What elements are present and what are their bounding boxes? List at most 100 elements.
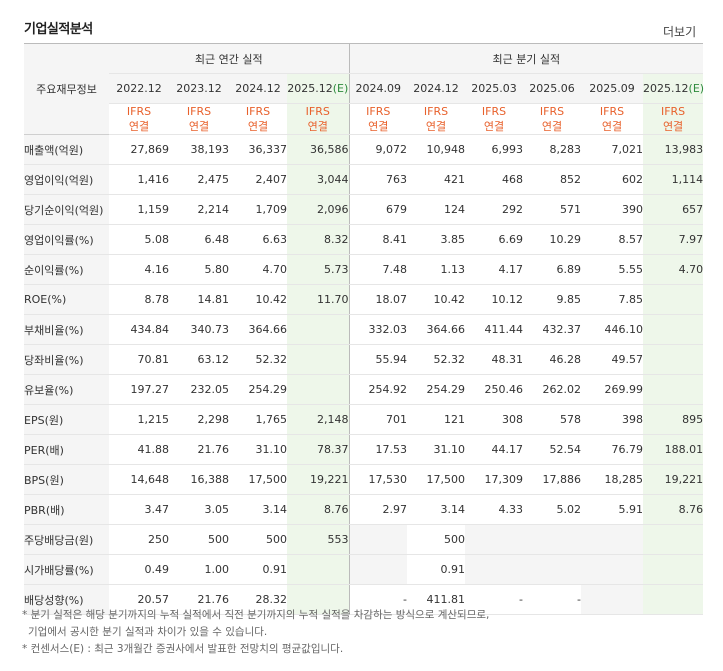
- table-cell: [287, 374, 350, 405]
- ifrs-header: IFRS 연결: [109, 103, 169, 135]
- table-cell: 7.85: [581, 284, 644, 315]
- table-cell: 2,214: [169, 194, 229, 225]
- more-link[interactable]: 더보기: [663, 25, 697, 39]
- table-cell: 1,709: [229, 194, 287, 225]
- table-cell: 76.79: [581, 434, 644, 465]
- table-cell: [287, 554, 350, 585]
- table-cell: 17,500: [229, 464, 287, 495]
- table-cell: 17,500: [407, 464, 466, 495]
- table-cell: 8.41: [348, 224, 408, 255]
- row-label: PER(배): [24, 434, 109, 465]
- table-cell: 18.07: [348, 284, 408, 315]
- footnote-2: 기업에서 공시한 분기 실적과 차이가 있을 수 있습니다.: [28, 626, 268, 638]
- table-cell: 18,285: [581, 464, 644, 495]
- table-cell: 9,072: [348, 134, 408, 165]
- table-cell: 852: [523, 164, 582, 195]
- table-cell: 124: [407, 194, 466, 225]
- table-cell: 364.66: [407, 314, 466, 345]
- table-cell: 6.69: [465, 224, 524, 255]
- table-cell: 332.03: [348, 314, 408, 345]
- table-cell: 269.99: [581, 374, 644, 405]
- period-label: 2025.03: [471, 82, 517, 95]
- table-cell: 10.12: [465, 284, 524, 315]
- estimate-tag: (E): [688, 82, 705, 95]
- ifrs-label: IFRS: [660, 105, 686, 118]
- table-cell: 262.02: [523, 374, 582, 405]
- table-cell: 17,530: [348, 464, 408, 495]
- table-cell: 8.78: [109, 284, 169, 315]
- table-cell: 250: [109, 524, 169, 555]
- table-cell: 46.28: [523, 344, 582, 375]
- period-label: 2025.12: [287, 82, 333, 95]
- table-cell: 602: [581, 164, 644, 195]
- table-row: 주당배당금(원) 250 500 500 553 500: [24, 524, 704, 555]
- table-cell: 14.81: [169, 284, 229, 315]
- table-row: PBR(배) 3.47 3.05 3.14 8.76 2.97 3.14 4.33 5.02 5.…: [24, 494, 704, 525]
- table-cell: 340.73: [169, 314, 229, 345]
- table-cell: -: [348, 584, 408, 615]
- table-cell: 17,886: [523, 464, 582, 495]
- table-cell: [465, 554, 524, 585]
- table-row: 당좌비율(%) 70.81 63.12 52.32 55.94 52.32 48.31 46.…: [24, 344, 704, 375]
- table-cell: 2,475: [169, 164, 229, 195]
- period-header: 2025.03: [465, 73, 524, 104]
- period-header: 2024.12: [407, 73, 466, 104]
- table-cell: 55.94: [348, 344, 408, 375]
- table-cell: 0.91: [407, 554, 466, 585]
- consolidated-label: 연결: [188, 120, 210, 133]
- consolidated-label: 연결: [368, 120, 389, 133]
- table-cell: 7,021: [581, 134, 644, 165]
- row-label: EPS(원): [24, 404, 109, 435]
- table-cell: 10,948: [407, 134, 466, 165]
- period-header: 2025.12(E): [287, 73, 350, 104]
- table-cell: 2.97: [348, 494, 408, 525]
- table-cell: 27,869: [109, 134, 169, 165]
- table-cell: 1,215: [109, 404, 169, 435]
- table-cell: -: [465, 584, 524, 615]
- table-cell: [643, 284, 704, 315]
- table-cell: 4.70: [229, 254, 287, 285]
- table-cell: 432.37: [523, 314, 582, 345]
- row-label: BPS(원): [24, 464, 109, 495]
- table-cell: 1,416: [109, 164, 169, 195]
- ifrs-header: IFRS 연결: [581, 103, 644, 135]
- table-cell: 500: [169, 524, 229, 555]
- table-cell: 1.13: [407, 254, 466, 285]
- table-cell: 6.63: [229, 224, 287, 255]
- table-cell: [643, 584, 704, 615]
- table-cell: 21.76: [169, 434, 229, 465]
- table-cell: [581, 584, 644, 615]
- table-cell: 3.05: [169, 494, 229, 525]
- table-cell: [523, 554, 582, 585]
- table-cell: 3.14: [407, 494, 466, 525]
- table-cell: 571: [523, 194, 582, 225]
- table-cell: 6,993: [465, 134, 524, 165]
- table-cell: [348, 554, 408, 585]
- table-cell: 10.29: [523, 224, 582, 255]
- table-cell: 10.42: [407, 284, 466, 315]
- table-row: BPS(원) 14,648 16,388 17,500 19,221 17,530 17,5…: [24, 464, 704, 495]
- table-row: 배당성향(%) 20.57 21.76 28.32-411.81- -: [24, 584, 704, 615]
- table-cell: [643, 374, 704, 405]
- period-header: 2024.12: [229, 73, 287, 104]
- table-cell: 38,193: [169, 134, 229, 165]
- table-cell: 52.54: [523, 434, 582, 465]
- row-label: 당기순이익(억원): [24, 194, 109, 225]
- table-cell: 16,388: [169, 464, 229, 495]
- ifrs-header: IFRS 연결: [465, 103, 524, 135]
- table-row: 영업이익률(%) 5.08 6.48 6.63 8.32 8.41 3.85 6.69 10.2…: [24, 224, 704, 255]
- ifrs-label: IFRS: [599, 105, 625, 118]
- table-cell: 1.00: [169, 554, 229, 585]
- table-cell: 8.57: [581, 224, 644, 255]
- table-cell: 78.37: [287, 434, 350, 465]
- consolidated-label: 연결: [541, 120, 563, 133]
- table-cell: 13,983: [643, 134, 704, 165]
- table-cell: 578: [523, 404, 582, 435]
- footnotes: * 분기 실적은 해당 분기까지의 누적 실적에서 직전 분기까지의 누적 실적…: [22, 607, 712, 658]
- table-cell: 31.10: [407, 434, 466, 465]
- table-cell: 63.12: [169, 344, 229, 375]
- row-label: 당좌비율(%): [24, 344, 109, 375]
- table-cell: 3.85: [407, 224, 466, 255]
- ifrs-header: IFRS 연결: [229, 103, 287, 135]
- footnote-3: * 컨센서스(E) : 최근 3개월간 증권사에서 발표한 전망치의 평균값입니…: [22, 643, 344, 655]
